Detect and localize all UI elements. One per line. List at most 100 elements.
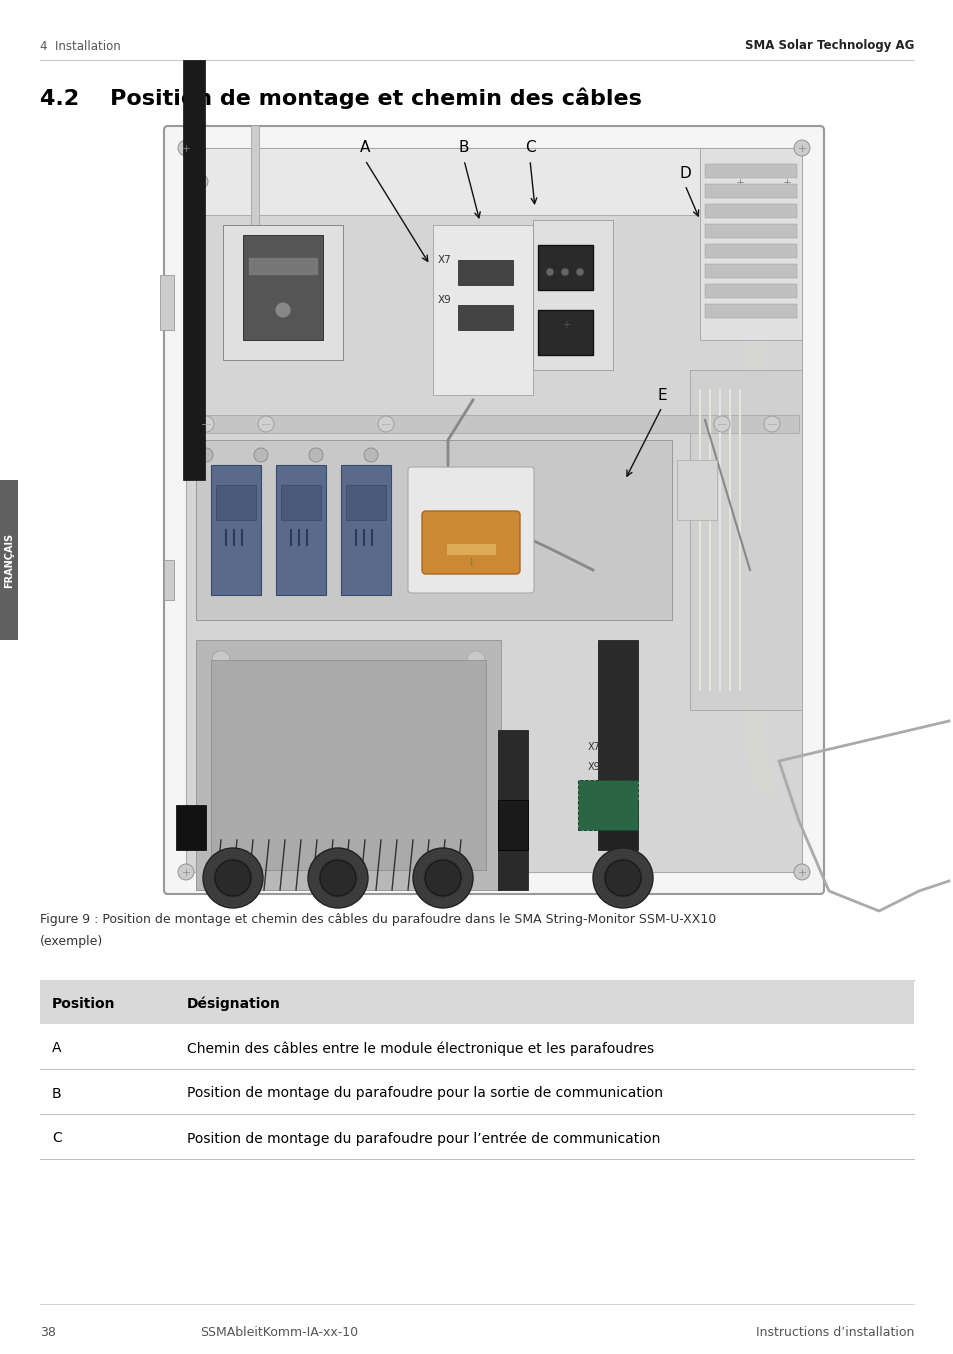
Bar — [689, 370, 801, 709]
Bar — [189, 148, 799, 215]
Text: B: B — [52, 1086, 62, 1101]
Bar — [186, 148, 801, 872]
Circle shape — [309, 448, 323, 462]
FancyBboxPatch shape — [164, 126, 823, 894]
Bar — [340, 464, 391, 594]
Circle shape — [178, 139, 193, 156]
Text: C: C — [52, 1132, 62, 1145]
Bar — [704, 204, 796, 218]
Circle shape — [199, 448, 213, 462]
Bar — [160, 275, 173, 330]
Bar — [537, 245, 593, 290]
Circle shape — [308, 848, 368, 909]
Bar — [243, 236, 323, 340]
Circle shape — [212, 651, 230, 669]
Circle shape — [763, 416, 780, 432]
Circle shape — [560, 318, 575, 332]
Circle shape — [793, 139, 809, 156]
Text: X7: X7 — [587, 742, 600, 751]
Bar — [275, 464, 326, 594]
FancyBboxPatch shape — [421, 510, 519, 574]
Circle shape — [274, 302, 291, 318]
Circle shape — [193, 175, 208, 188]
Bar — [533, 219, 613, 370]
Circle shape — [780, 175, 793, 188]
Text: X9: X9 — [437, 295, 452, 305]
Text: 4  Installation: 4 Installation — [40, 39, 121, 53]
Bar — [598, 640, 638, 780]
Bar — [704, 244, 796, 259]
Text: A: A — [52, 1041, 61, 1056]
Text: +: + — [561, 320, 569, 330]
Text: 4.2    Position de montage et chemin des câbles: 4.2 Position de montage et chemin des câ… — [40, 87, 641, 108]
Circle shape — [253, 448, 268, 462]
Bar — [195, 640, 500, 890]
Bar — [40, 980, 913, 1024]
Circle shape — [203, 848, 263, 909]
Text: X9: X9 — [587, 762, 600, 772]
Circle shape — [593, 848, 652, 909]
Bar — [598, 800, 638, 850]
Bar — [446, 543, 496, 555]
Text: Chemin des câbles entre le module électronique et les parafoudres: Chemin des câbles entre le module électr… — [187, 1041, 654, 1056]
Text: FRANÇAIS: FRANÇAIS — [4, 532, 14, 588]
Bar — [0, 481, 18, 640]
Bar — [183, 60, 205, 481]
Bar — [578, 780, 638, 830]
Bar — [223, 225, 343, 360]
Bar — [211, 464, 261, 594]
Bar — [704, 184, 796, 198]
Circle shape — [413, 848, 473, 909]
Bar — [457, 260, 513, 284]
Text: Instructions d’installation: Instructions d’installation — [755, 1326, 913, 1339]
Text: C: C — [524, 141, 535, 156]
Bar — [704, 164, 796, 177]
Circle shape — [257, 416, 274, 432]
Circle shape — [214, 860, 251, 896]
Bar — [164, 561, 173, 600]
Text: 38: 38 — [40, 1326, 56, 1339]
Circle shape — [212, 651, 230, 669]
Bar — [251, 125, 258, 240]
Bar — [537, 310, 593, 355]
Text: A: A — [359, 141, 370, 156]
Circle shape — [576, 268, 583, 276]
Text: E: E — [657, 387, 666, 402]
Circle shape — [713, 416, 729, 432]
Text: D: D — [679, 165, 690, 180]
Bar — [189, 414, 799, 433]
Circle shape — [319, 860, 355, 896]
Bar — [195, 440, 671, 620]
Bar — [215, 485, 255, 520]
Circle shape — [198, 416, 213, 432]
Circle shape — [545, 268, 554, 276]
Text: X7: X7 — [437, 255, 452, 265]
Bar — [248, 257, 317, 275]
Circle shape — [604, 860, 640, 896]
Text: SMA Solar Technology AG: SMA Solar Technology AG — [744, 39, 913, 53]
Bar — [704, 284, 796, 298]
Text: Figure 9 : Position de montage et chemin des câbles du parafoudre dans le SMA St: Figure 9 : Position de montage et chemin… — [40, 914, 716, 926]
Text: Position de montage du parafoudre pour l’entrée de communication: Position de montage du parafoudre pour l… — [187, 1131, 659, 1145]
Text: Désignation: Désignation — [187, 997, 280, 1011]
Bar — [175, 806, 206, 850]
Text: (exemple): (exemple) — [40, 936, 103, 949]
Circle shape — [424, 860, 460, 896]
Bar — [281, 485, 320, 520]
Bar — [700, 148, 801, 340]
Circle shape — [377, 416, 394, 432]
Bar — [346, 485, 386, 520]
FancyBboxPatch shape — [408, 467, 534, 593]
Circle shape — [364, 448, 377, 462]
Bar — [677, 460, 717, 520]
Text: Position de montage du parafoudre pour la sortie de communication: Position de montage du parafoudre pour l… — [187, 1086, 662, 1101]
Bar — [704, 305, 796, 318]
Circle shape — [178, 864, 193, 880]
Bar — [497, 730, 527, 890]
Bar — [497, 800, 527, 850]
Bar — [704, 264, 796, 278]
Circle shape — [560, 268, 568, 276]
Circle shape — [467, 651, 484, 669]
Bar — [433, 225, 533, 395]
Text: SSMAbleitKomm-IA-xx-10: SSMAbleitKomm-IA-xx-10 — [200, 1326, 357, 1339]
